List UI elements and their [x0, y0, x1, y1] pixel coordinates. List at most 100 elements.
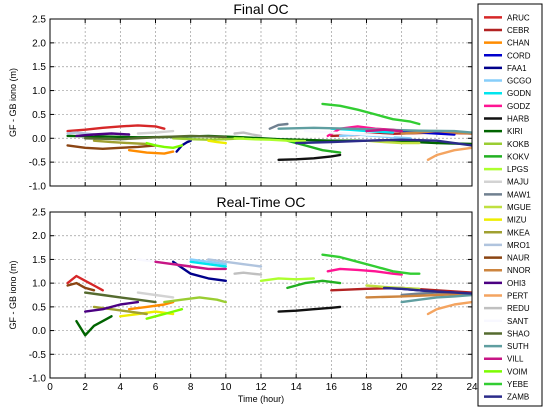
- final-oc-ytick-label-3: 0.5: [32, 110, 46, 121]
- final-oc-ytick-label-7: 2.5: [32, 15, 46, 26]
- real-time-oc-panel: 0 2 4 6 8 10 12 14 16 18 20 22 24-1.0-0.50.00.51.01.…: [8, 194, 478, 404]
- real-time-oc-ytick-label-4: 1.0: [32, 279, 46, 290]
- final-oc-ytick-label-5: 1.5: [32, 62, 46, 73]
- final-oc-series-ohi3: [75, 132, 131, 138]
- real-time-oc-series-yebe: [321, 253, 421, 275]
- legend-label-lpgs: LPGS: [507, 165, 528, 174]
- legend-label-godn: GODN: [507, 89, 531, 98]
- final-oc-series-naur: [66, 144, 157, 151]
- real-time-oc-xtick-label-12: 24: [466, 382, 478, 393]
- real-time-oc-series-harb: [277, 305, 342, 313]
- real-time-oc-xlabel: Time (hour): [238, 394, 284, 404]
- legend-label-gcgo: GCGO: [507, 77, 531, 86]
- final-oc-series-maju: [136, 129, 175, 135]
- legend-label-vill: VILL: [507, 355, 524, 364]
- legend-label-faa1: FAA1: [507, 64, 527, 73]
- legend-label-mizu: MIZU: [507, 216, 527, 225]
- real-time-oc-ytick-label-1: -0.5: [29, 350, 47, 361]
- legend-label-maju: MAJU: [507, 178, 529, 187]
- legend-label-voim: VOIM: [507, 367, 528, 376]
- real-time-oc-series-voim: [145, 308, 184, 320]
- final-oc-ytick-label-0: -1.0: [29, 182, 47, 193]
- final-oc-ylabel: GF - GB iono (m): [8, 68, 18, 137]
- legend-label-mro1: MRO1: [507, 241, 531, 250]
- final-oc-series-harb: [277, 153, 342, 162]
- real-time-oc-xtick-label-8: 16: [326, 382, 338, 393]
- legend-label-nnor: NNOR: [507, 266, 531, 275]
- real-time-oc-series-chan: [127, 300, 175, 311]
- legend-label-zamb: ZAMB: [507, 393, 529, 402]
- real-time-oc-series-suth: [400, 293, 472, 304]
- legend-box: [477, 3, 543, 407]
- final-oc-series-pert: [426, 146, 472, 162]
- real-time-oc-series-redu: [233, 271, 263, 276]
- real-time-oc-xtick-label-4: 8: [188, 382, 194, 393]
- real-time-oc-series-group: [66, 253, 472, 337]
- final-oc-ytick-label-1: -0.5: [29, 158, 47, 169]
- legend-label-mkea: MKEA: [507, 228, 530, 237]
- real-time-oc-ytick-label-7: 2.5: [32, 208, 46, 219]
- real-time-oc-series-lpgs: [259, 277, 315, 282]
- real-time-oc-series-aruc: [66, 274, 105, 292]
- legend-label-suth: SUTH: [507, 342, 529, 351]
- real-time-oc-series-zamb: [382, 286, 472, 295]
- legend-label-yebe: YEBE: [507, 380, 528, 389]
- real-time-oc-ytick-label-6: 2.0: [32, 231, 46, 242]
- real-time-oc-xtick-label-2: 4: [118, 382, 124, 393]
- real-time-oc-series-kokb: [163, 296, 228, 304]
- final-oc-series-vill: [365, 128, 403, 133]
- final-oc-ytick-label-4: 1.0: [32, 86, 46, 97]
- real-time-oc-xtick-label-9: 18: [361, 382, 373, 393]
- real-time-oc-ylabel: GF - GB iono (m): [8, 260, 18, 329]
- real-time-oc-xtick-label-3: 6: [153, 382, 159, 393]
- real-time-oc-series-naur: [66, 281, 96, 292]
- real-time-oc-series-godz: [326, 267, 403, 276]
- real-time-oc-series-gcgo: [189, 258, 228, 266]
- legend-label-mgue: MGUE: [507, 203, 531, 212]
- real-time-oc-series-nnor: [365, 292, 472, 299]
- legend-label-harb: HARB: [507, 114, 529, 123]
- real-time-oc-series-faa1: [171, 260, 228, 282]
- real-time-oc-series-shao: [83, 291, 157, 304]
- final-oc-series-mkea: [92, 139, 148, 146]
- real-time-oc-ytick-label-3: 0.5: [32, 302, 46, 313]
- legend-label-aruc: ARUC: [507, 13, 530, 22]
- final-oc-series-zamb: [295, 138, 472, 147]
- real-time-oc-xtick-label-10: 20: [396, 382, 408, 393]
- final-oc-series-redu: [233, 131, 263, 138]
- real-time-oc-series-kiri: [75, 315, 113, 337]
- legend-label-sant: SANT: [507, 317, 528, 326]
- real-time-oc-series-mro1: [207, 258, 263, 268]
- real-time-oc-xtick-label-5: 10: [220, 382, 232, 393]
- legend-label-kiri: KIRI: [507, 127, 523, 136]
- legend-label-cebr: CEBR: [507, 26, 529, 35]
- final-oc-series-maw1: [268, 122, 289, 130]
- final-oc-ytick-label-2: 0.0: [32, 134, 46, 145]
- real-time-oc-series-godn: [189, 260, 228, 268]
- legend-label-godz: GODZ: [507, 102, 530, 111]
- real-time-oc-ytick-label-0: -1.0: [29, 374, 47, 385]
- real-time-oc-title: Real-Time OC: [217, 194, 306, 210]
- final-oc-series-voim: [145, 141, 184, 150]
- real-time-oc-xtick-label-6: 12: [255, 382, 267, 393]
- legend-label-shao: SHAO: [507, 329, 530, 338]
- station-legend: ARUC CEBR CHAN CORD FAA1 GCGO GODN GODZ HARB KIRI…: [477, 3, 543, 407]
- real-time-oc-ytick-label-2: 0.0: [32, 326, 46, 337]
- legend-label-redu: REDU: [507, 304, 530, 313]
- real-time-oc-series-kokv: [286, 279, 342, 290]
- legend-label-kokb: KOKB: [507, 140, 529, 149]
- final-oc-title: Final OC: [233, 1, 288, 17]
- final-oc-series-kokb: [171, 137, 245, 141]
- legend-label-naur: NAUR: [507, 254, 530, 263]
- final-oc-series-chan: [127, 148, 175, 155]
- final-oc-ytick-label-6: 2.0: [32, 38, 46, 49]
- final-oc-series-shao: [83, 134, 228, 141]
- final-oc-series-lpgs: [233, 137, 307, 143]
- legend-label-kokv: KOKV: [507, 152, 530, 161]
- real-time-oc-series-vill: [154, 260, 228, 271]
- legend-label-cord: CORD: [507, 51, 531, 60]
- real-time-oc-series-ohi3: [83, 300, 140, 313]
- final-oc-series-yebe: [321, 102, 421, 126]
- final-oc-series-mizu: [207, 139, 228, 145]
- legend-label-ohi3: OHI3: [507, 279, 526, 288]
